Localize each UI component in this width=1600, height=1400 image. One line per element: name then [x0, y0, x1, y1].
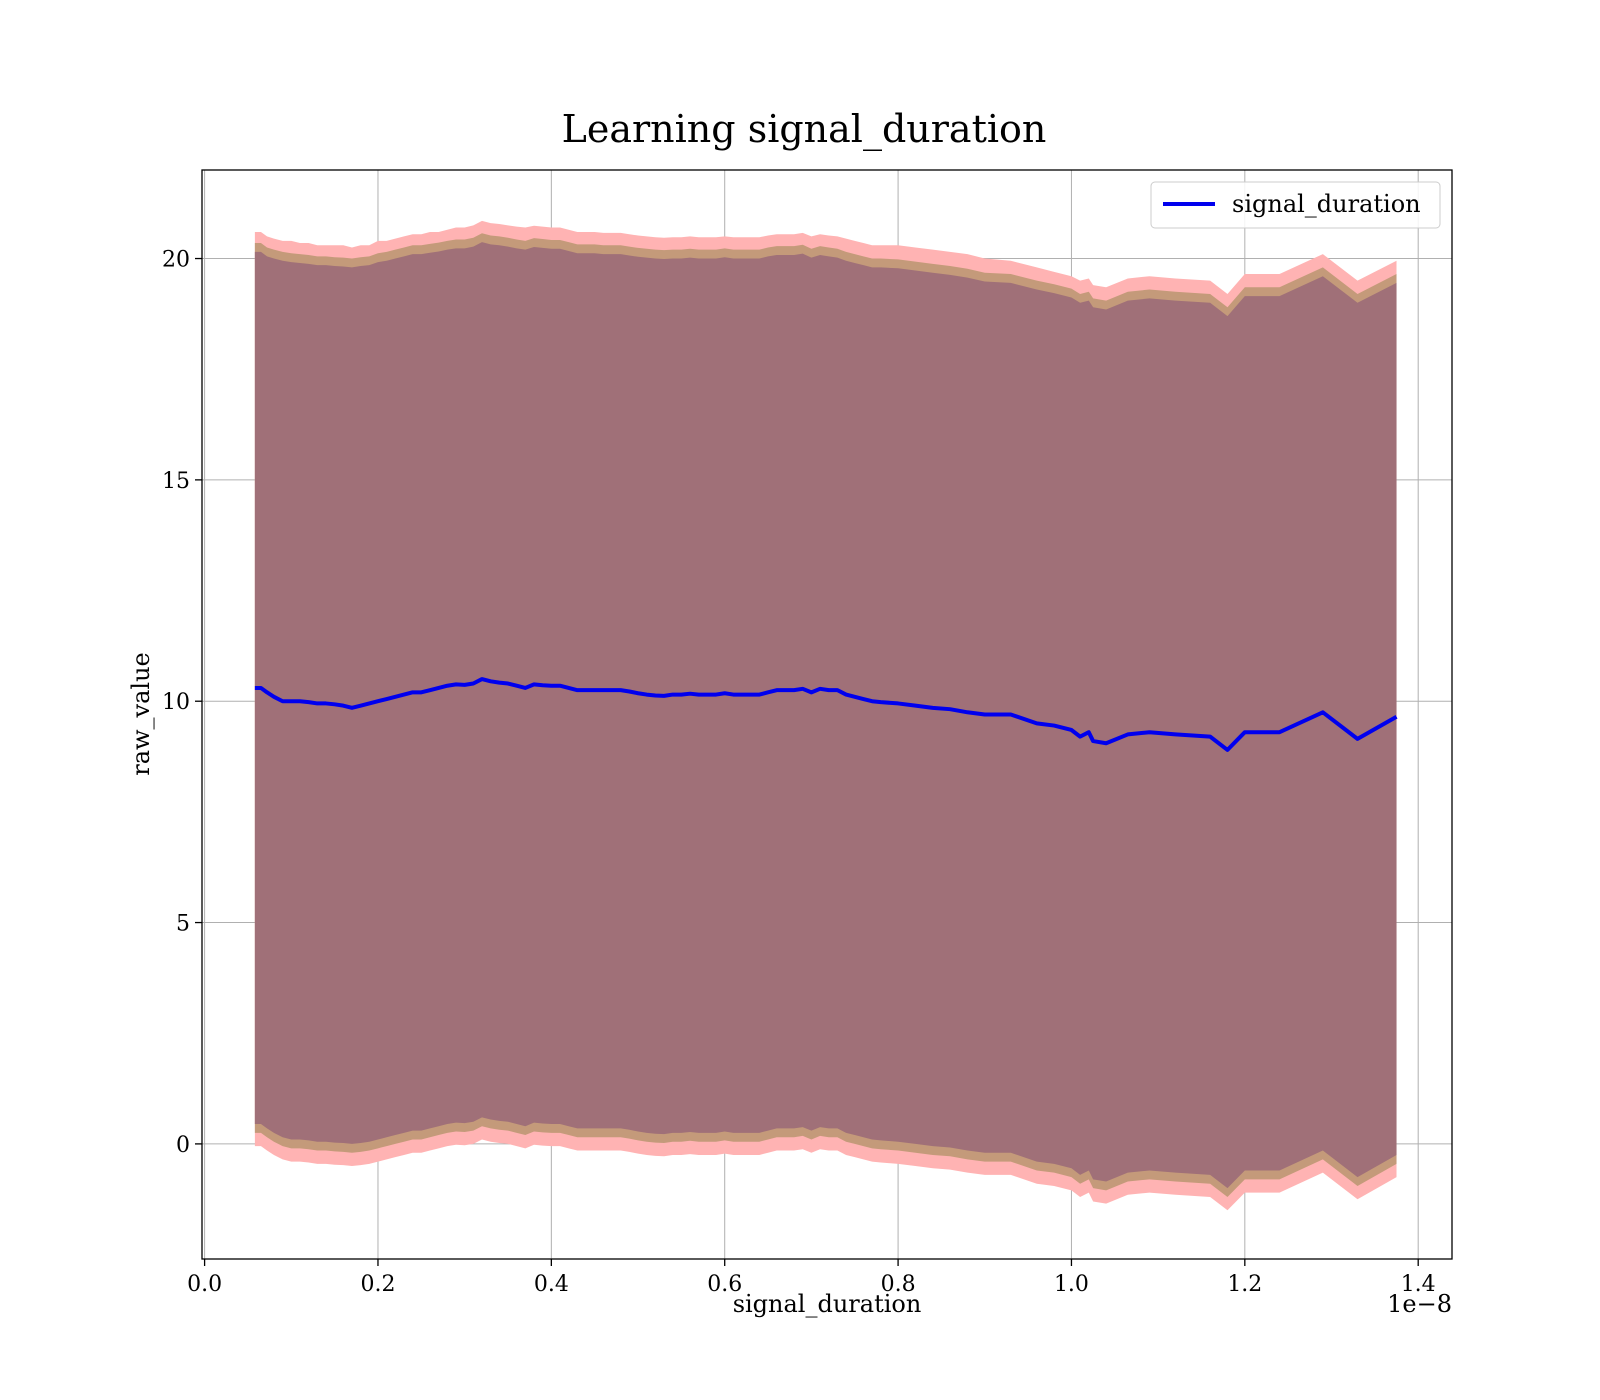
x-axis-label: signal_duration [733, 1290, 922, 1318]
x-tick-label: 0.6 [707, 1272, 742, 1297]
x-tick-label: 0.2 [360, 1272, 395, 1297]
x-tick-label: 1.4 [1401, 1272, 1436, 1297]
x-tick-label: 1.2 [1227, 1272, 1262, 1297]
x-tick-label: 0.0 [187, 1272, 222, 1297]
legend-entry-signal-duration: signal_duration [1232, 190, 1421, 218]
y-tick-label: 0 [176, 1133, 190, 1158]
legend-box [1150, 181, 1441, 229]
lines [254, 677, 1398, 752]
y-tick-label: 20 [162, 248, 190, 273]
y-axis-label: raw_value [127, 652, 155, 776]
series-line-signal-duration [254, 677, 1398, 752]
y-tick-label: 10 [162, 690, 190, 715]
chart-title: Learning signal_duration [562, 107, 1047, 152]
x-tick-label: 0.8 [881, 1272, 916, 1297]
plot-frame [201, 169, 1453, 1260]
y-axis-ticks: 0 5 10 15 20 [162, 248, 202, 1158]
legend: signal_duration [1150, 181, 1441, 229]
y-tick-label: 15 [162, 469, 190, 494]
x-axis-offset-label: 1e−8 [1387, 1290, 1452, 1318]
bands [254, 220, 1397, 1211]
x-tick-label: 1.0 [1054, 1272, 1089, 1297]
y-tick-label: 5 [176, 912, 190, 937]
x-tick-label: 0.4 [534, 1272, 569, 1297]
band-inner [254, 242, 1397, 1189]
x-axis-ticks: 0.0 0.2 0.4 0.6 0.8 1.0 1.2 1.4 [187, 1259, 1436, 1297]
